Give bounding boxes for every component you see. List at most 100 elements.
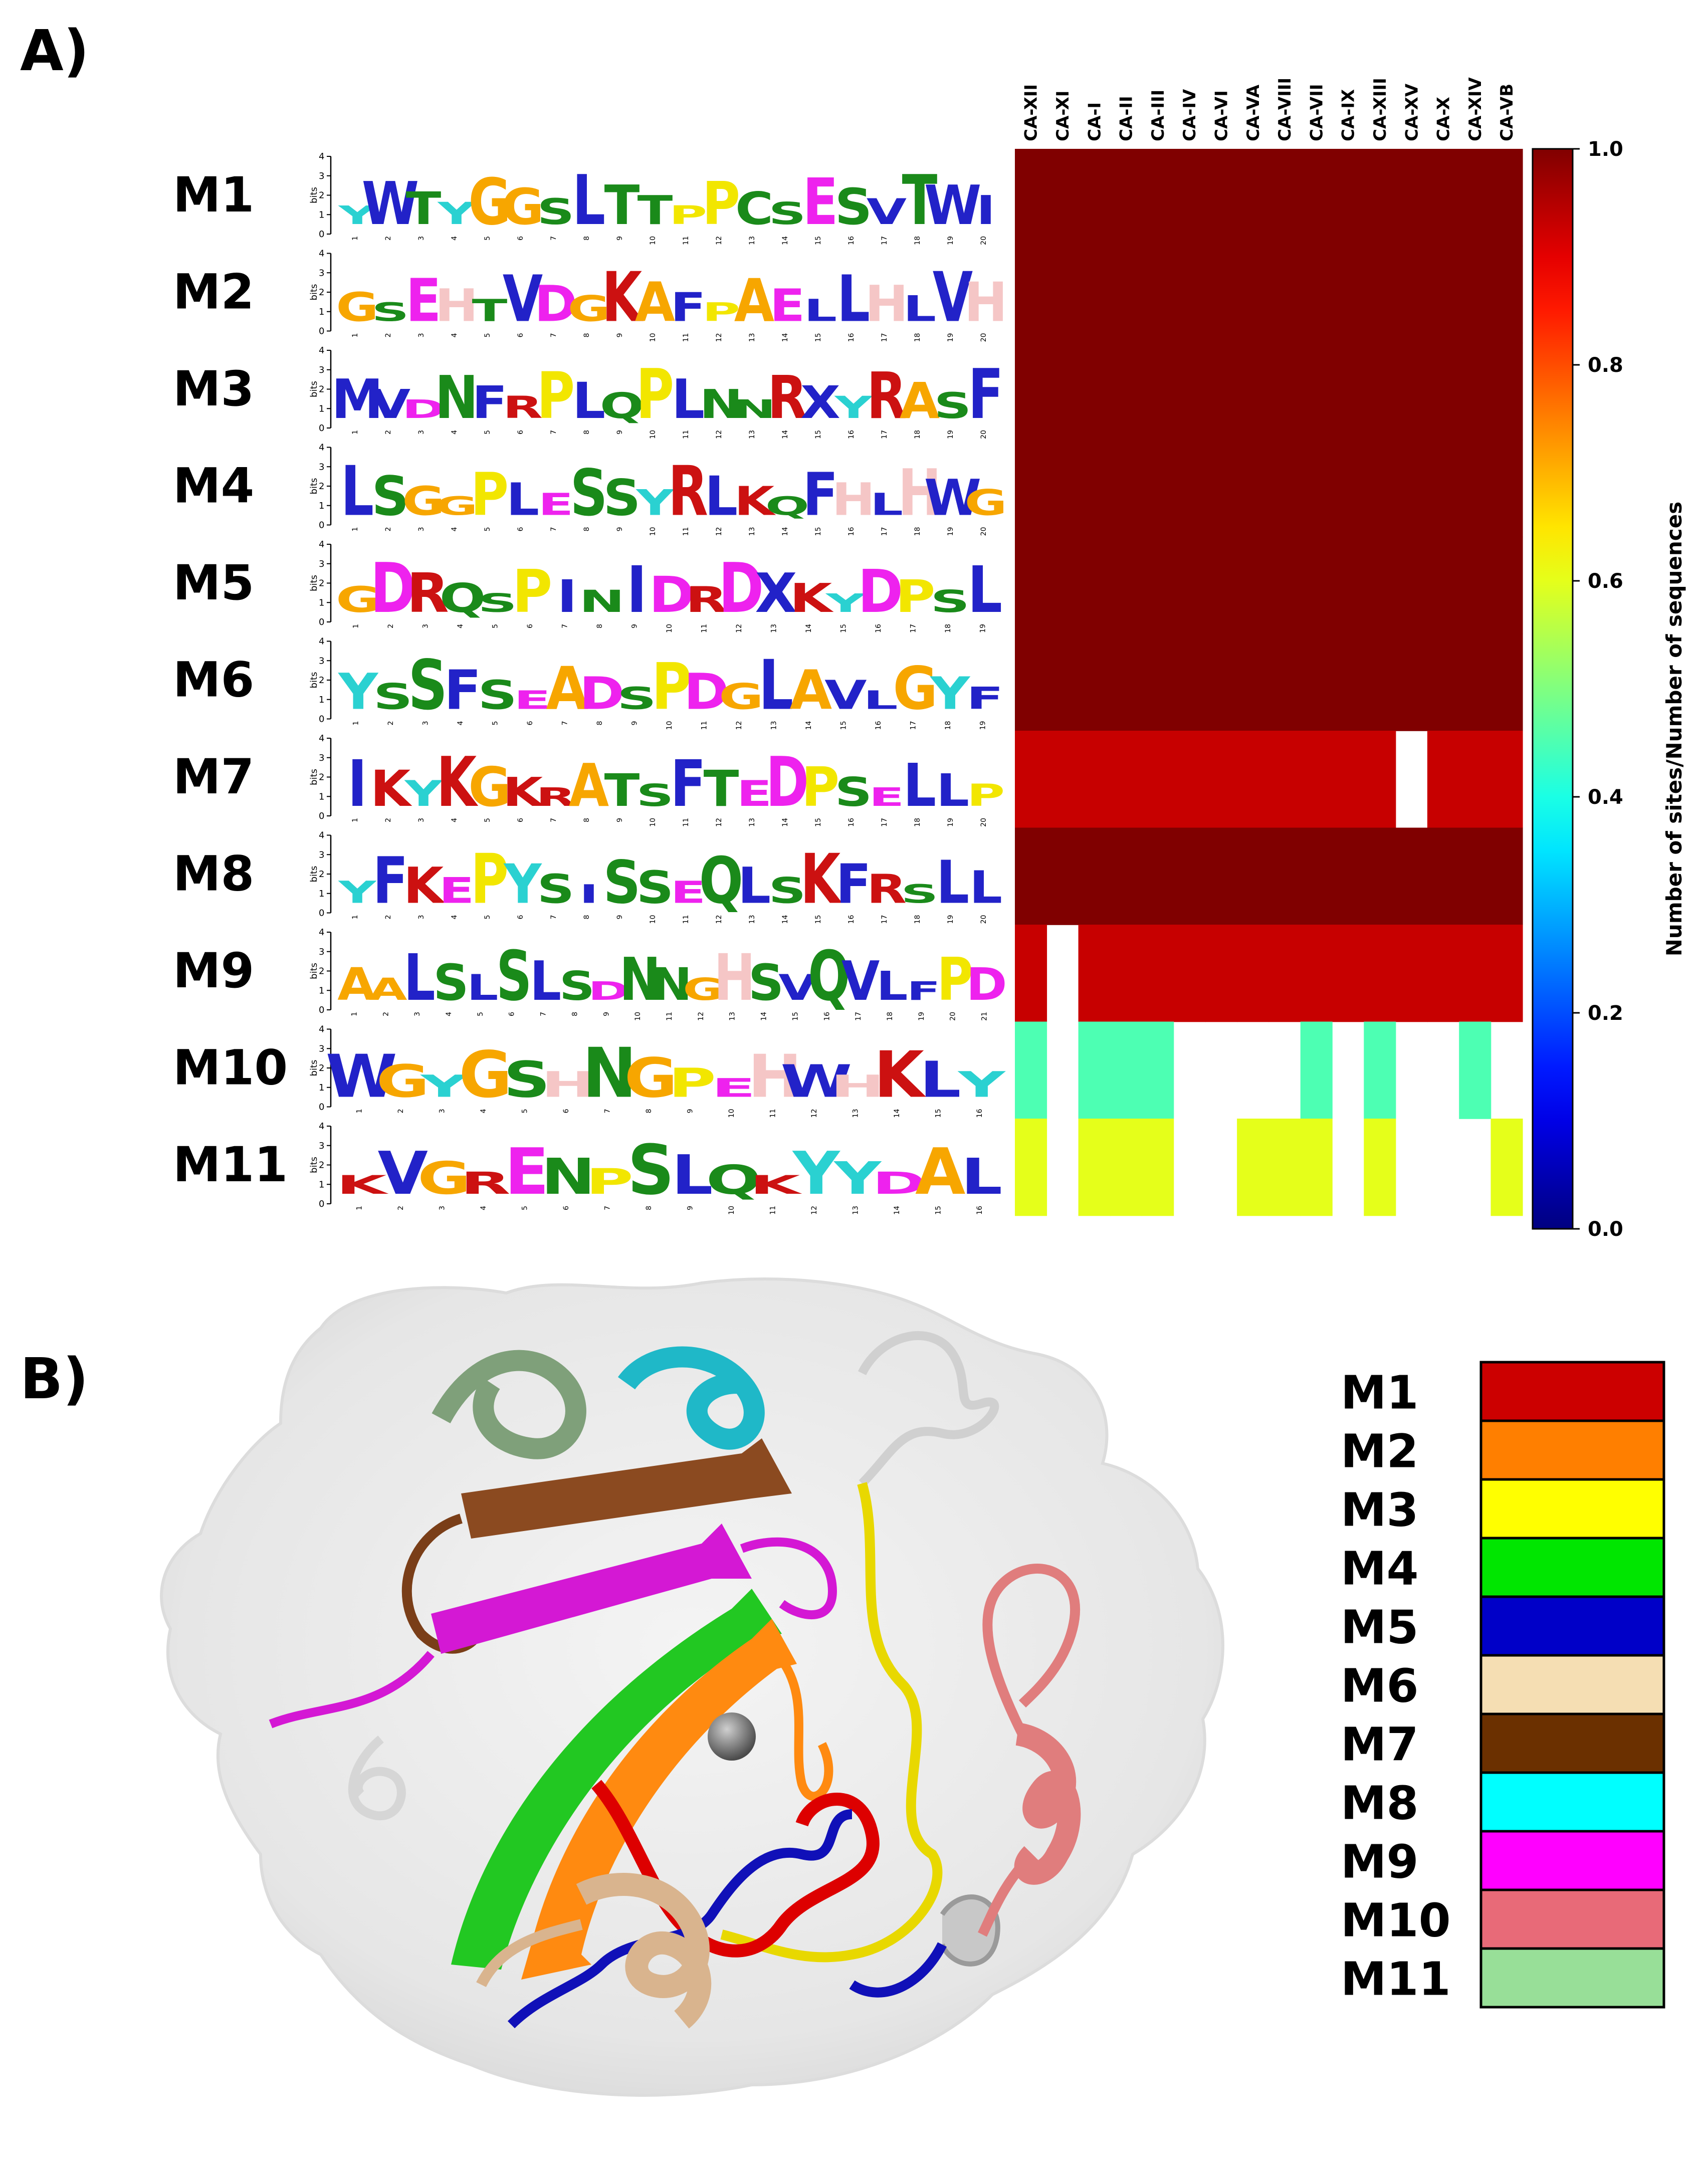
logo-letter: P [895, 570, 935, 623]
heatmap-cell [1015, 633, 1047, 731]
svg-text:F: F [803, 461, 838, 529]
logo-ylabel: bits [309, 1060, 319, 1076]
logo-letter: L [969, 861, 1002, 913]
logo-letter: Y [503, 853, 542, 916]
logo-position-label: 5 [492, 721, 500, 726]
logo-tick-label: 4 [319, 249, 324, 259]
logo-position-label: 7 [561, 624, 569, 628]
svg-text:F: F [836, 853, 872, 916]
logo-letter: H [714, 941, 755, 1015]
logo-letter: D [966, 959, 1007, 1010]
logo-letter: S [769, 196, 806, 232]
heatmap-cell [1395, 633, 1428, 731]
logo-position-label: 10 [728, 1109, 736, 1118]
logo-tick-label: 0 [319, 1005, 324, 1015]
svg-text:X: X [755, 561, 797, 624]
logo-letter: A [734, 267, 774, 335]
heatmap-cell [1427, 149, 1459, 247]
logo-position-label: 8 [583, 915, 591, 920]
logo-letter: D [872, 1166, 926, 1201]
svg-text:R: R [867, 359, 907, 434]
logo-position-label: 4 [451, 818, 459, 822]
logo-position-label: 14 [760, 1012, 768, 1021]
svg-text:G: G [683, 972, 723, 1007]
logo-letter: Y [437, 196, 476, 232]
logo-position-label: 1 [355, 1109, 363, 1114]
logo-position-label: 2 [382, 1012, 390, 1016]
logo-tick-label: 0 [319, 326, 324, 337]
svg-text:L: L [961, 1148, 1002, 1206]
svg-text:S: S [537, 866, 575, 912]
logo-position-label: 20 [980, 430, 988, 439]
column-label: CA-VII [1307, 84, 1327, 141]
logo-position-label: 17 [881, 236, 889, 245]
colorbar-tick-label: 0.2 [1588, 1002, 1623, 1025]
svg-text:H: H [748, 1042, 802, 1111]
logo-tick-label: 4 [319, 636, 324, 647]
logo-letter: L [572, 160, 605, 241]
logo-position-label: 6 [562, 1206, 570, 1210]
logo-letter: F [444, 659, 482, 722]
svg-text:R: R [536, 782, 576, 812]
logo-position-label: 16 [847, 527, 856, 536]
logo-letter: E [671, 875, 706, 911]
logo-letter: K [503, 769, 545, 815]
motif-label: M5 [173, 555, 254, 611]
logo-letter: P [801, 756, 839, 819]
heatmap-cell [1459, 633, 1491, 731]
logo-position-label: 14 [805, 624, 813, 633]
m4-strand [451, 1589, 782, 1970]
heatmap-cell [1364, 925, 1396, 1022]
svg-text:P: P [636, 354, 674, 435]
svg-text:D: D [649, 566, 695, 624]
logo-letter: S [537, 191, 575, 233]
svg-text:D: D [402, 394, 445, 424]
heatmap-cell [1459, 246, 1491, 343]
logo-tick-label: 1 [319, 695, 324, 705]
svg-text:S: S [408, 645, 448, 725]
svg-text:S: S [769, 870, 806, 911]
logo-position-label: 11 [682, 818, 690, 827]
logo-tick-label: 4 [319, 539, 324, 550]
heatmap-cell [1364, 633, 1396, 731]
logo-letter: L [404, 941, 436, 1015]
logo-position-label: 2 [397, 1109, 405, 1114]
svg-text:G: G [719, 676, 764, 717]
svg-text:Q: Q [600, 385, 644, 426]
logo-letter: A [546, 655, 588, 723]
heatmap-cell [1078, 1021, 1111, 1119]
svg-text:L: L [506, 473, 539, 525]
heatmap: CA-XII CA-XI CA-I CA-II CA-III CA-IV CA-VI CA-V… [1015, 77, 1523, 1216]
logo-letter: S [408, 645, 448, 725]
logo-position-label: 1 [355, 1206, 363, 1210]
svg-text:K: K [790, 575, 834, 621]
logo-position-label: 14 [781, 333, 789, 342]
svg-text:K: K [602, 257, 644, 337]
logo-position-label: 5 [521, 1109, 529, 1114]
svg-text:Y: Y [635, 482, 674, 523]
logo-position-label: 12 [735, 624, 743, 633]
svg-text:F: F [671, 284, 706, 330]
svg-text:G: G [468, 165, 511, 240]
logo-letter: T [604, 764, 640, 816]
legend-swatch [1479, 1595, 1665, 1657]
m9-strand [431, 1524, 752, 1654]
heatmap-cell [1395, 246, 1428, 343]
heatmap-cell [1300, 343, 1333, 441]
logo-letter: R [536, 782, 576, 812]
logo-position-label: 18 [914, 236, 922, 245]
logo-position-label: 15 [934, 1206, 942, 1215]
logo-letter: E [770, 279, 805, 331]
logo-tick-label: 1 [319, 501, 324, 511]
logo-position-label: 11 [666, 1012, 674, 1021]
svg-text:N: N [700, 381, 743, 427]
logo-letter: E [803, 165, 838, 240]
legend-label: M4 [1341, 1542, 1419, 1596]
logo-letter: F [966, 681, 1004, 716]
logo-position-label: 16 [976, 1109, 984, 1118]
motif-label: M6 [173, 652, 254, 708]
logo-position-label: 8 [596, 721, 604, 726]
logo-position-label: 18 [914, 430, 922, 439]
heatmap-cell [1142, 537, 1174, 634]
svg-text:L: L [804, 293, 837, 329]
